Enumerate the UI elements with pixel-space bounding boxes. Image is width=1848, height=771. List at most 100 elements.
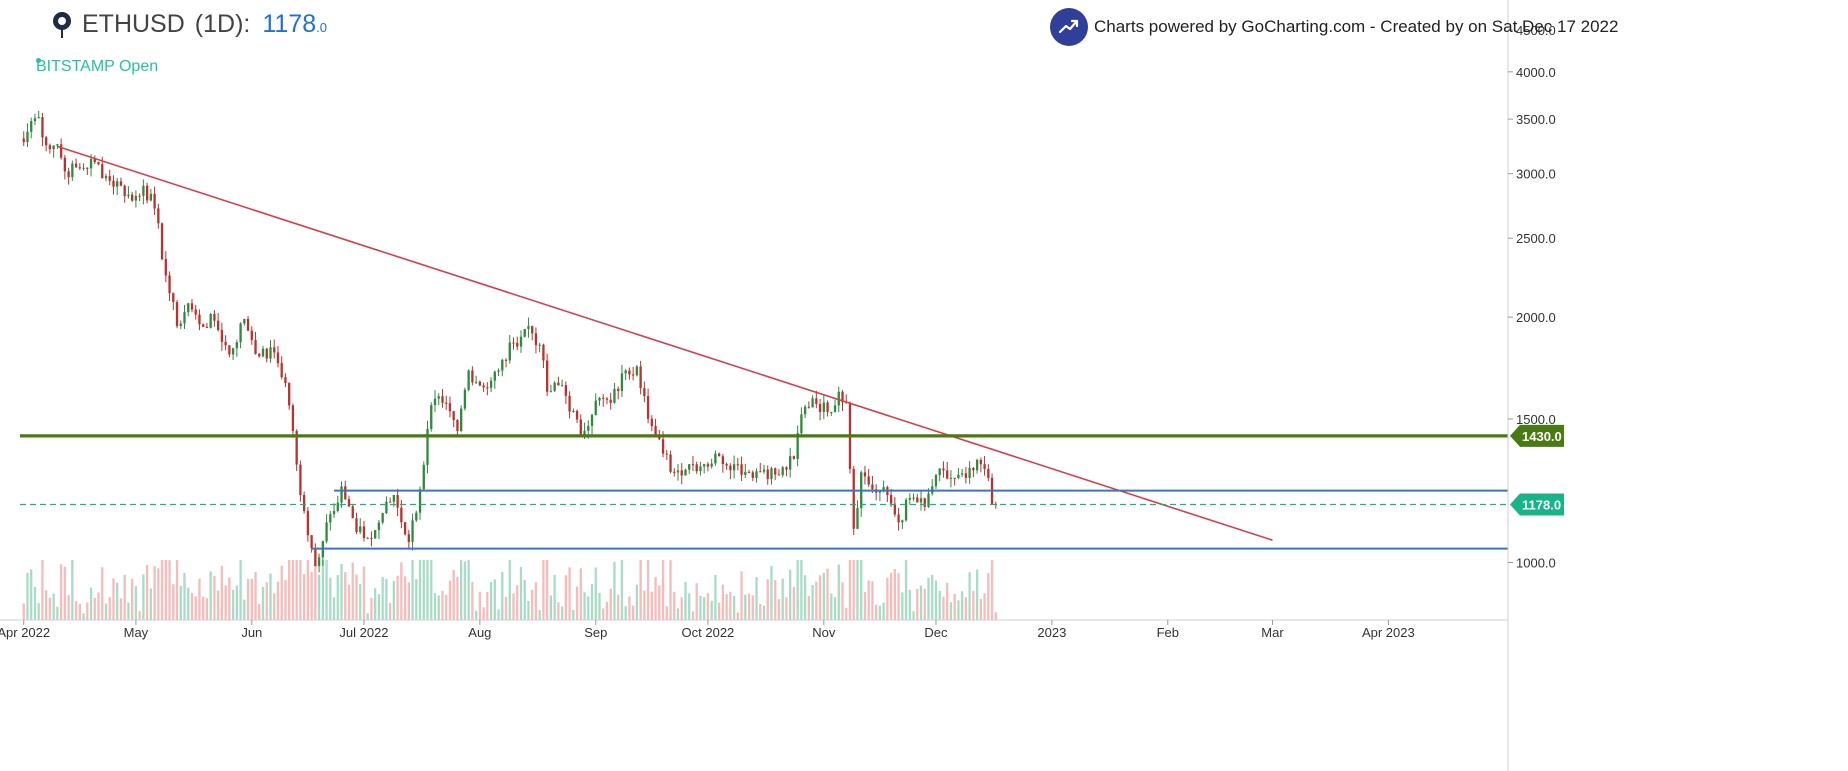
candle-body bbox=[415, 512, 418, 521]
candle-body bbox=[101, 164, 104, 179]
candle-body bbox=[351, 506, 354, 519]
candle-body bbox=[430, 405, 433, 429]
candle-body bbox=[119, 181, 123, 186]
volume-bar bbox=[785, 597, 788, 620]
candle-body bbox=[396, 495, 399, 508]
volume-bar bbox=[512, 593, 515, 620]
candle-body bbox=[243, 318, 246, 324]
candle-body bbox=[699, 466, 702, 472]
volume-bar bbox=[336, 575, 339, 620]
candle-body bbox=[41, 117, 44, 138]
candle-body bbox=[295, 430, 298, 465]
volume-bar bbox=[48, 597, 52, 620]
volume-bar bbox=[673, 591, 676, 620]
candle-body bbox=[411, 520, 414, 542]
candle-body bbox=[545, 360, 549, 392]
volume-bar bbox=[415, 579, 418, 620]
volume-bar bbox=[243, 599, 246, 620]
volume-bar bbox=[710, 600, 713, 620]
volume-bar bbox=[317, 574, 321, 620]
candle-body bbox=[317, 557, 321, 567]
volume-bar bbox=[164, 560, 167, 620]
credit-text[interactable]: Charts powered by GoCharting.com - Creat… bbox=[1094, 17, 1619, 36]
candle-body bbox=[975, 459, 979, 471]
volume-bar bbox=[157, 568, 160, 620]
candle-body bbox=[833, 405, 837, 412]
volume-bar bbox=[288, 560, 291, 620]
candle-body bbox=[168, 275, 171, 294]
price-tag-shape bbox=[1510, 493, 1564, 516]
volume-bar bbox=[946, 582, 949, 620]
volume-bar bbox=[489, 581, 493, 620]
volume-bar bbox=[736, 612, 739, 620]
candle-body bbox=[108, 176, 111, 181]
x-tick-label: Jul 2022 bbox=[339, 625, 388, 640]
volume-bar bbox=[325, 560, 328, 620]
volume-bar bbox=[923, 588, 926, 620]
candle-body bbox=[366, 537, 369, 539]
volume-bar bbox=[224, 585, 227, 620]
candle-body bbox=[725, 464, 728, 466]
candle-body bbox=[807, 406, 811, 408]
candle-body bbox=[340, 486, 343, 503]
candle-body bbox=[964, 473, 968, 478]
y-tick-label: 3000.0 bbox=[1516, 167, 1556, 182]
volume-bar bbox=[351, 562, 354, 620]
volume-bar bbox=[572, 610, 575, 620]
volume-bar bbox=[160, 560, 164, 620]
candle-body bbox=[519, 336, 523, 347]
volume-bar bbox=[332, 597, 336, 620]
candle-body bbox=[542, 344, 545, 361]
candle-body bbox=[172, 293, 175, 303]
candle-body bbox=[695, 464, 698, 472]
candle-body bbox=[534, 333, 538, 346]
volume-bars bbox=[22, 560, 997, 620]
candle-body bbox=[912, 497, 915, 499]
x-tick-label: 2023 bbox=[1037, 625, 1066, 640]
volume-bar bbox=[82, 613, 85, 620]
volume-bar bbox=[643, 590, 646, 620]
volume-bar bbox=[366, 613, 369, 620]
x-tick-label: Jun bbox=[241, 625, 262, 640]
candle-body bbox=[527, 326, 530, 329]
candle-body bbox=[59, 144, 63, 158]
candle-body bbox=[89, 159, 93, 169]
candle-body bbox=[48, 145, 52, 150]
candle-body bbox=[37, 117, 40, 119]
volume-bar bbox=[295, 560, 298, 620]
volume-bar bbox=[63, 566, 67, 620]
candle-body bbox=[273, 347, 276, 353]
candle-body bbox=[822, 402, 825, 412]
candle-body bbox=[370, 537, 373, 539]
candle-body bbox=[213, 313, 216, 321]
exchange-status: BITSTAMP Open bbox=[36, 58, 159, 75]
volume-bar bbox=[101, 567, 104, 620]
interval-label[interactable]: (1D) bbox=[194, 10, 244, 38]
volume-bar bbox=[112, 578, 115, 620]
volume-bar bbox=[972, 590, 975, 620]
candle-body bbox=[598, 397, 601, 401]
candle-body bbox=[949, 477, 953, 479]
volume-bar bbox=[545, 560, 549, 620]
volume-bar bbox=[403, 576, 407, 620]
volume-bar bbox=[654, 576, 657, 620]
volume-bar bbox=[284, 579, 287, 620]
volume-bar bbox=[377, 594, 381, 620]
candle-body bbox=[471, 370, 474, 383]
symbol-label[interactable]: ETHUSD bbox=[82, 10, 185, 38]
candle-body bbox=[927, 493, 930, 507]
candle-body bbox=[620, 373, 624, 392]
candle-body bbox=[104, 176, 108, 179]
volume-bar bbox=[695, 583, 698, 620]
candle-body bbox=[583, 430, 586, 436]
volume-bar bbox=[374, 588, 377, 620]
volume-bar bbox=[254, 571, 257, 620]
volume-bar bbox=[198, 578, 201, 620]
volume-bar bbox=[901, 592, 904, 620]
y-tick-label: 3500.0 bbox=[1516, 112, 1556, 127]
candle-body bbox=[194, 309, 197, 315]
candle-body bbox=[508, 342, 511, 361]
volume-bar bbox=[246, 578, 250, 620]
candle-body bbox=[67, 171, 70, 178]
